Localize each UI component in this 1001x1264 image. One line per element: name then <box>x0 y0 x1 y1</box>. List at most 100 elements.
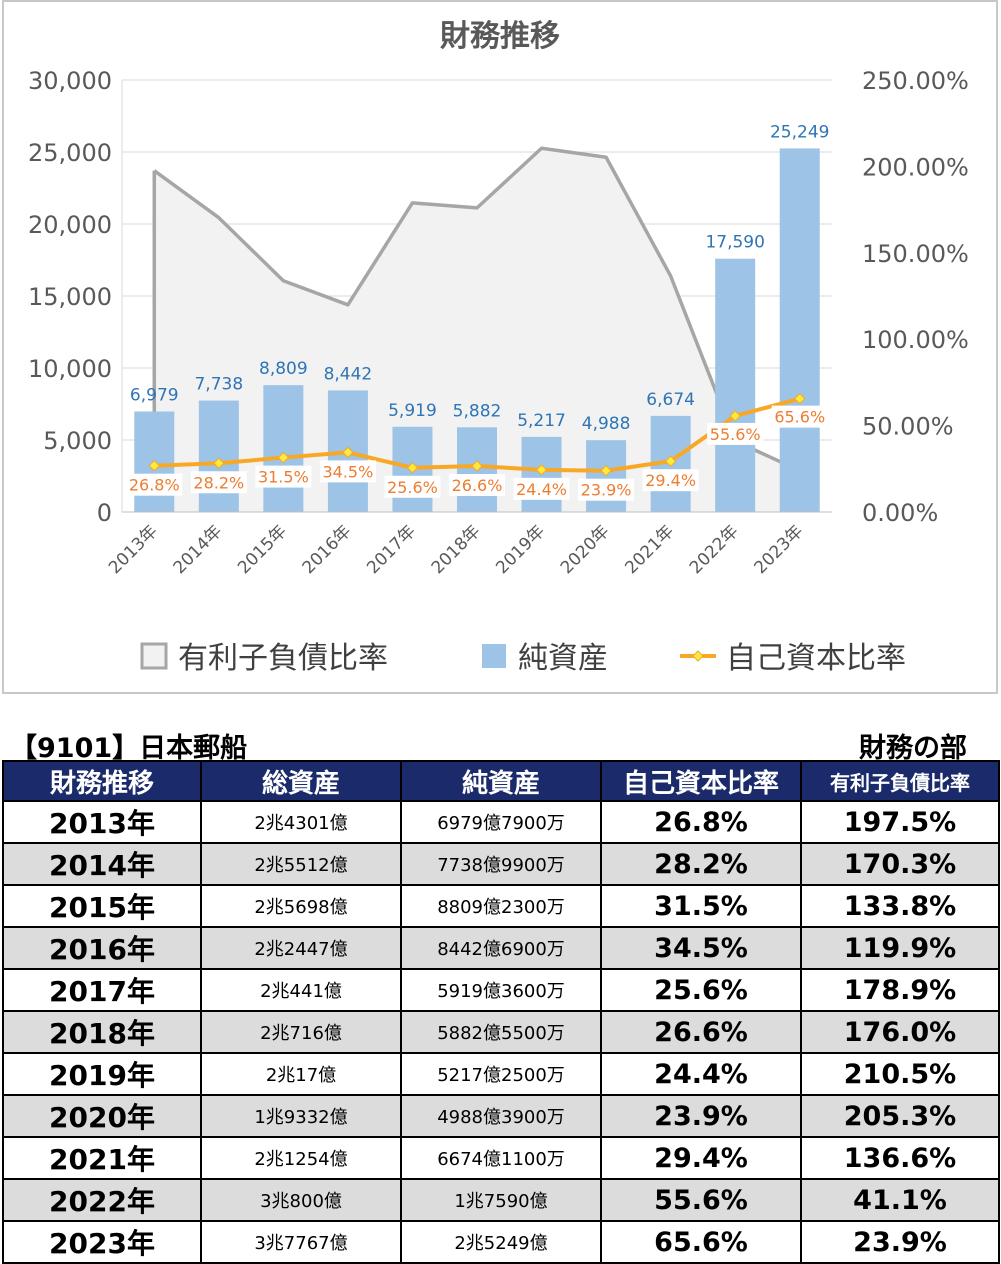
line-value-label: 24.4% <box>516 480 567 499</box>
legend-label-net-assets: 純資産 <box>518 641 608 676</box>
cell-equity-ratio: 31.5% <box>600 884 802 928</box>
line-label-bg <box>255 465 312 488</box>
header-debt-ratio: 有利子負債比率 <box>800 760 1000 802</box>
x-tick-label: 2015年 <box>234 521 291 578</box>
line-value-label: 25.6% <box>387 478 438 497</box>
cell-equity-ratio: 55.6% <box>600 1178 802 1222</box>
header-equity-ratio: 自己資本比率 <box>600 760 802 802</box>
line-label-bg <box>126 473 183 496</box>
line-value-label: 34.5% <box>322 462 373 481</box>
cell-total-assets: 2兆441億 <box>200 968 402 1012</box>
y-right-tick: 100.00% <box>862 326 969 354</box>
x-tick-label: 2016年 <box>299 521 356 578</box>
x-tick-label: 2021年 <box>621 521 678 578</box>
cell-year: 2015年 <box>2 884 202 928</box>
table-row: 2017年 2兆441億 5919億3600万 25.6% 178.9% <box>2 968 1000 1012</box>
line-value-label: 65.6% <box>774 408 825 427</box>
cell-debt-ratio: 205.3% <box>800 1094 1000 1138</box>
table-row: 2013年 2兆4301億 6979億7900万 26.8% 197.5% <box>2 800 1000 844</box>
table-row: 2018年 2兆716億 5882億5500万 26.6% 176.0% <box>2 1010 1000 1054</box>
bar-value-label: 8,809 <box>259 359 308 379</box>
cell-year: 2020年 <box>2 1094 202 1138</box>
chart-title: 財務推移 <box>440 19 560 54</box>
cell-total-assets: 2兆1254億 <box>200 1136 402 1180</box>
y-left-tick: 25,000 <box>28 139 112 167</box>
line-label-bg <box>707 422 764 445</box>
line-equity-ratio-marker <box>342 446 354 459</box>
table-row: 2022年 3兆800億 1兆7590億 55.6% 41.1% <box>2 1178 1000 1222</box>
cell-equity-ratio: 23.9% <box>600 1094 802 1138</box>
cell-net-assets: 2兆5249億 <box>400 1220 602 1264</box>
y-right-tick: 250.00% <box>862 67 969 95</box>
header-period: 財務推移 <box>2 760 202 802</box>
table-row: 2014年 2兆5512億 7738億9900万 28.2% 170.3% <box>2 842 1000 886</box>
cell-equity-ratio: 25.6% <box>600 968 802 1012</box>
line-label-bg <box>642 469 699 492</box>
cell-net-assets: 5882億5500万 <box>400 1010 602 1054</box>
area-debt-ratio-line <box>153 146 801 473</box>
table-row: 2019年 2兆17億 5217億2500万 24.4% 210.5% <box>2 1052 1000 1096</box>
table-row: 2016年 2兆2447億 8442億6900万 34.5% 119.9% <box>2 926 1000 970</box>
line-equity-ratio-marker <box>535 464 548 476</box>
cell-year: 2014年 <box>2 842 202 886</box>
cell-year: 2019年 <box>2 1052 202 1096</box>
line-label-bg <box>578 478 635 501</box>
line-label-bg <box>513 477 570 500</box>
cell-net-assets: 5919億3600万 <box>400 968 602 1012</box>
x-tick-label: 2020年 <box>557 521 614 578</box>
cell-net-assets: 7738億9900万 <box>400 842 602 886</box>
bar-value-label: 8,442 <box>324 364 373 384</box>
legend-label-equity-ratio: 自己資本比率 <box>726 641 906 676</box>
line-value-label: 31.5% <box>258 468 309 487</box>
x-tick-label: 2017年 <box>363 521 420 578</box>
cell-equity-ratio: 26.8% <box>600 800 802 844</box>
line-equity-ratio-marker <box>729 410 741 422</box>
line-value-label: 26.6% <box>452 476 503 495</box>
cell-debt-ratio: 176.0% <box>800 1010 1000 1054</box>
cell-total-assets: 2兆5512億 <box>200 842 402 886</box>
table-row: 2015年 2兆5698億 8809億2300万 31.5% 133.8% <box>2 884 1000 928</box>
cell-net-assets: 5217億2500万 <box>400 1052 602 1096</box>
line-equity-ratio-marker <box>600 464 612 477</box>
header-total-assets: 総資産 <box>200 760 402 802</box>
cell-year: 2023年 <box>2 1220 202 1264</box>
cell-debt-ratio: 41.1% <box>800 1178 1000 1222</box>
cell-total-assets: 2兆17億 <box>200 1052 402 1096</box>
y-left-tick: 30,000 <box>28 67 112 95</box>
bar-net-assets <box>263 385 304 512</box>
x-tick-label: 2018年 <box>428 521 485 578</box>
legend-swatch-net-assets <box>482 644 506 668</box>
bar-net-assets <box>779 148 820 512</box>
financial-table: 財務推移 総資産 純資産 自己資本比率 有利子負債比率 2013年 2兆4301億… <box>2 760 1000 1264</box>
y-right-tick: 0.00% <box>862 499 938 527</box>
legend-marker-equity-ratio <box>692 650 704 662</box>
x-tick-label: 2013年 <box>105 521 162 578</box>
legend-swatch-debt-ratio <box>140 642 168 670</box>
cell-year: 2022年 <box>2 1178 202 1222</box>
cell-debt-ratio: 133.8% <box>800 884 1000 928</box>
cell-debt-ratio: 136.6% <box>800 1136 1000 1180</box>
line-equity-ratio-marker <box>213 457 225 469</box>
line-equity-ratio-marker <box>277 451 290 464</box>
cell-net-assets: 6674億1100万 <box>400 1136 602 1180</box>
financial-chart: 財務推移 0 5,000 10,000 15,000 20,000 25,000 30,000… <box>28 19 969 676</box>
chart-panel: 財務推移 0 5,000 10,000 15,000 20,000 25,000 30,000… <box>2 0 998 694</box>
x-tick-label: 2019年 <box>492 521 549 578</box>
y-left-tick: 15,000 <box>28 283 112 311</box>
cell-net-assets: 8442億6900万 <box>400 926 602 970</box>
line-value-label: 26.8% <box>129 476 180 495</box>
cell-equity-ratio: 29.4% <box>600 1136 802 1180</box>
line-label-bg <box>319 460 376 483</box>
header-net-assets: 純資産 <box>400 760 602 802</box>
cell-year: 2017年 <box>2 968 202 1012</box>
line-value-label: 23.9% <box>581 481 632 500</box>
cell-net-assets: 1兆7590億 <box>400 1178 602 1222</box>
cell-total-assets: 2兆4301億 <box>200 800 402 844</box>
cell-net-assets: 4988億3900万 <box>400 1094 602 1138</box>
cell-equity-ratio: 34.5% <box>600 926 802 970</box>
cell-equity-ratio: 28.2% <box>600 842 802 886</box>
cell-debt-ratio: 197.5% <box>800 800 1000 844</box>
y-right-tick: 150.00% <box>862 240 969 268</box>
bar-value-label: 7,738 <box>194 375 243 395</box>
cell-debt-ratio: 178.9% <box>800 968 1000 1012</box>
